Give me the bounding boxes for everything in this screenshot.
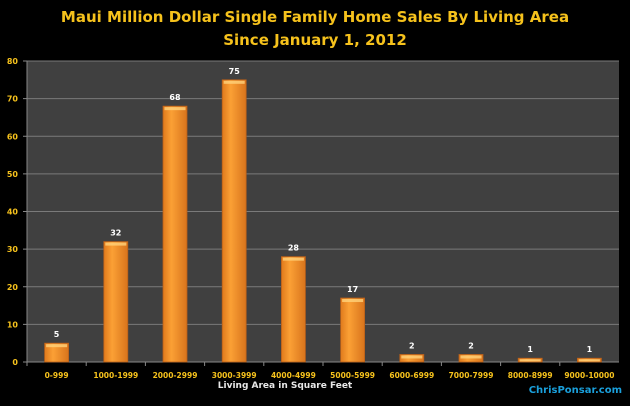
x-tick-label: 9000-10000 <box>564 371 614 380</box>
chart-title: Maui Million Dollar Single Family Home S… <box>60 8 570 26</box>
bar-highlight <box>46 344 68 348</box>
data-label: 1 <box>587 345 593 354</box>
bar <box>103 241 129 363</box>
x-tick-label: 5000-5999 <box>330 371 375 380</box>
bar-highlight <box>223 80 245 84</box>
y-tick-label: 80 <box>7 57 19 66</box>
x-tick-label: 3000-3999 <box>212 371 257 380</box>
x-tick-label: 0-999 <box>45 371 69 380</box>
bar <box>44 342 69 363</box>
y-tick-label: 30 <box>7 245 19 254</box>
y-tick-label: 70 <box>7 95 19 104</box>
watermark: ChrisPonsar.com <box>528 385 622 396</box>
data-label: 68 <box>169 93 181 102</box>
x-tick-label: 8000-8999 <box>508 371 553 380</box>
bar <box>162 105 188 363</box>
data-label: 5 <box>54 330 60 339</box>
bar-highlight <box>401 355 423 359</box>
bar-highlight <box>460 355 482 359</box>
y-tick-label: 50 <box>7 170 19 179</box>
y-tick-label: 10 <box>7 320 19 329</box>
x-tick-label: 1000-1999 <box>93 371 138 380</box>
y-tick-label: 0 <box>12 358 18 367</box>
y-tick-label: 60 <box>7 132 19 141</box>
y-tick-label: 20 <box>7 283 19 292</box>
bar-highlight <box>578 359 600 362</box>
data-label: 2 <box>468 341 474 350</box>
data-label: 28 <box>288 244 300 253</box>
x-axis-label: Living Area in Square Feet <box>217 381 353 391</box>
bar-highlight <box>519 359 541 362</box>
bar-highlight <box>342 299 364 303</box>
data-label: 75 <box>229 67 241 76</box>
bar-highlight <box>282 257 304 261</box>
x-tick-label: 4000-4999 <box>271 371 316 380</box>
x-tick-label: 7000-7999 <box>449 371 494 380</box>
bar <box>221 79 247 363</box>
data-label: 32 <box>110 229 121 238</box>
chart-subtitle: Since January 1, 2012 <box>223 31 407 49</box>
x-tick-label: 2000-2999 <box>153 371 198 380</box>
data-label: 1 <box>527 345 533 354</box>
data-label: 17 <box>347 285 358 294</box>
bar <box>340 297 366 363</box>
bar-highlight <box>164 107 186 111</box>
data-label: 2 <box>409 341 415 350</box>
bar-highlight <box>105 242 127 246</box>
y-tick-label: 40 <box>7 208 19 217</box>
x-tick-label: 6000-6999 <box>389 371 434 380</box>
bar <box>280 256 306 363</box>
